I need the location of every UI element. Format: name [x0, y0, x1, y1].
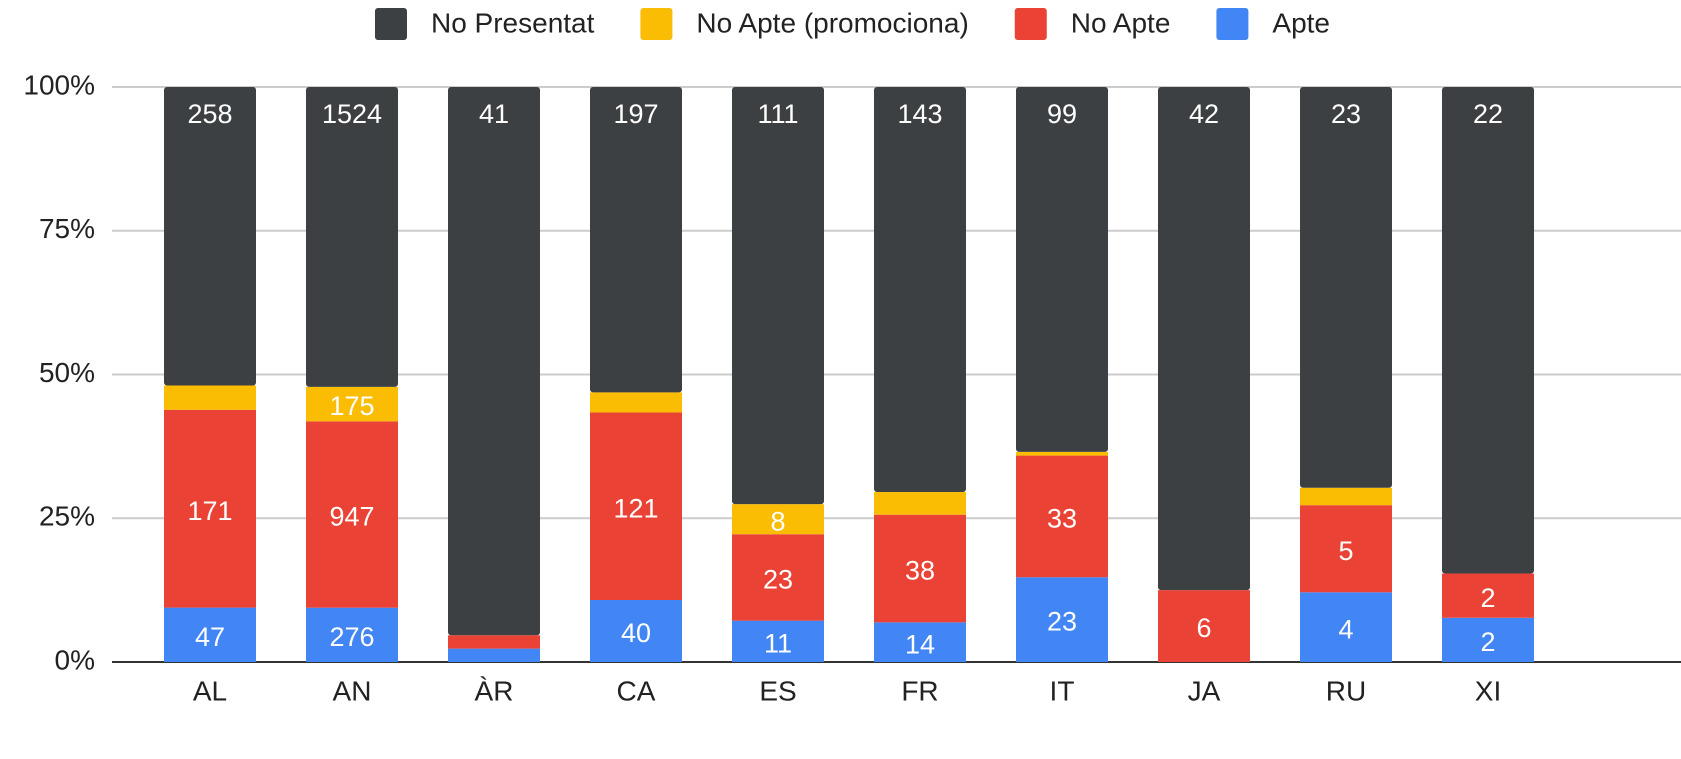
bar-segment	[1016, 577, 1108, 662]
data-label: 2	[1480, 583, 1495, 613]
bar-segment	[1300, 487, 1392, 506]
bar-segment	[590, 392, 682, 413]
data-label: 5	[1338, 536, 1353, 566]
legend-label: No Presentat	[431, 7, 595, 38]
data-label: 47	[195, 622, 225, 652]
legend-swatch	[640, 8, 673, 40]
x-tick-label: RU	[1326, 675, 1366, 706]
data-label: 42	[1189, 99, 1219, 129]
bar-segment	[1442, 573, 1534, 618]
x-tick-label: IT	[1050, 675, 1075, 706]
legend: No Presentat No Apte (promociona) No Apte A…	[374, 7, 1330, 40]
data-label: 40	[621, 618, 651, 648]
bar-segment	[1016, 87, 1108, 452]
x-tick-label: AL	[193, 675, 227, 706]
data-label: 111	[757, 99, 798, 129]
legend-item: Apte	[1216, 7, 1330, 40]
bar-segment	[874, 622, 966, 662]
bar-segment	[164, 409, 256, 608]
bar-segment	[164, 607, 256, 662]
legend-swatch	[374, 8, 407, 40]
legend-label: No Apte (promociona)	[696, 7, 968, 38]
bar-segment	[448, 87, 540, 636]
data-label: 8	[770, 506, 785, 536]
legend-swatch	[1014, 8, 1047, 40]
bar-segment	[448, 635, 540, 649]
y-tick-label: 0%	[55, 644, 95, 675]
data-label: 276	[329, 622, 374, 652]
data-label: 6	[1196, 613, 1211, 643]
bar-segment	[874, 87, 966, 493]
data-label: 11	[764, 628, 792, 658]
bar-segment	[1158, 590, 1250, 662]
x-tick-label: XI	[1475, 675, 1501, 706]
bar-segment	[306, 421, 398, 608]
x-tick-label: CA	[617, 675, 656, 706]
y-tick-label: 25%	[39, 501, 95, 532]
data-label: 23	[763, 565, 793, 595]
bar-segment	[590, 600, 682, 662]
bar-segment	[1442, 617, 1534, 662]
data-label: 1524	[322, 99, 382, 129]
data-label: 23	[1047, 607, 1077, 637]
bar-segment	[1300, 505, 1392, 593]
data-label: 258	[187, 99, 232, 129]
legend-item: No Apte	[1014, 7, 1171, 40]
x-tick-label: ES	[759, 675, 796, 706]
legend-swatch	[1216, 8, 1249, 40]
data-label: 38	[905, 556, 935, 586]
bar-segment	[1016, 455, 1108, 578]
data-label: 22	[1473, 99, 1503, 129]
bar-segment	[306, 87, 398, 387]
data-label: 33	[1047, 504, 1077, 534]
data-label: 4	[1338, 614, 1353, 644]
legend-label: No Apte	[1071, 7, 1171, 38]
legend-label: Apte	[1272, 7, 1330, 38]
bar-segment	[164, 385, 256, 410]
legend-item: No Presentat	[374, 7, 595, 40]
bar-segment	[1158, 87, 1250, 591]
data-label: 171	[187, 496, 232, 526]
y-tick-label: 100%	[23, 69, 95, 100]
bar-segment	[590, 412, 682, 601]
bar-segment	[1300, 592, 1392, 662]
data-label: 197	[613, 99, 658, 129]
x-tick-label: AN	[333, 675, 372, 706]
data-label: 143	[897, 99, 942, 129]
data-label: 2	[1480, 627, 1495, 657]
y-tick-label: 75%	[39, 213, 95, 244]
bar-segment	[874, 492, 966, 515]
bar-segment	[732, 87, 824, 505]
bar-segment	[874, 514, 966, 623]
data-label: 23	[1331, 99, 1361, 129]
x-tick-label: FR	[901, 675, 938, 706]
bar-segment	[1300, 87, 1392, 488]
bar-segment	[732, 504, 824, 535]
bar-segment	[306, 607, 398, 662]
data-label: 947	[329, 502, 374, 532]
data-label: 14	[905, 629, 935, 659]
bar-segment	[1016, 451, 1108, 456]
data-label: 41	[479, 99, 509, 129]
x-tick-label: JA	[1188, 675, 1221, 706]
y-tick-label: 50%	[39, 357, 95, 388]
data-label: 175	[329, 391, 374, 421]
x-tick-label: ÀR	[475, 675, 514, 706]
bar-segment	[732, 534, 824, 621]
bar-segment	[306, 386, 398, 422]
legend-item: No Apte (promociona)	[640, 7, 969, 40]
bar-segment	[1442, 87, 1534, 574]
bar-segment	[164, 87, 256, 386]
data-label: 99	[1047, 99, 1077, 129]
bar-segment	[590, 87, 682, 393]
data-label: 121	[613, 493, 658, 523]
bar-segment	[448, 648, 540, 662]
bar-segment	[732, 620, 824, 662]
